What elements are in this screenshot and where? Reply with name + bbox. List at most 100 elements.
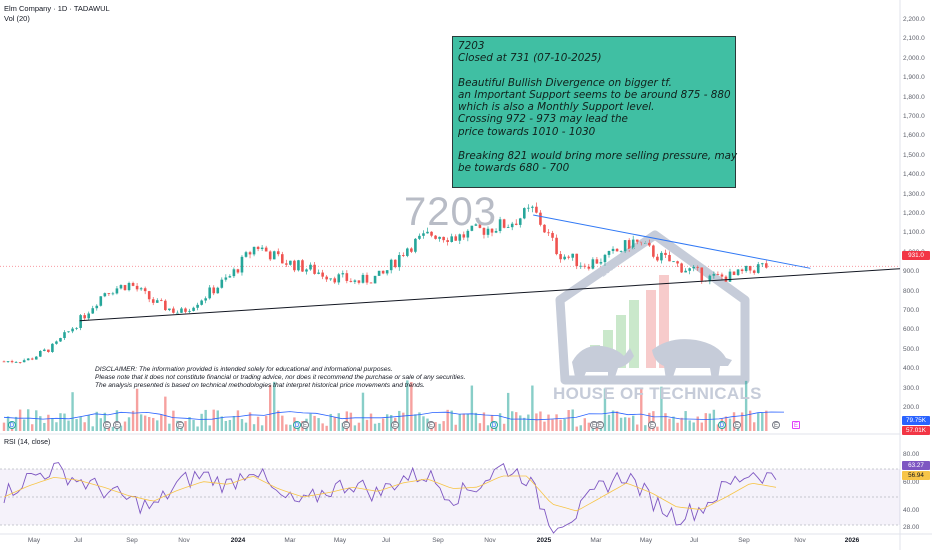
candle-body [474, 224, 478, 226]
candle-body [627, 240, 631, 250]
candle-body [289, 260, 292, 265]
volume-bar [583, 418, 586, 431]
candle-body [502, 219, 506, 228]
volume-bar [696, 416, 699, 431]
volume-bar [567, 410, 570, 431]
volume-bar [414, 414, 417, 431]
volume-bar [728, 418, 732, 431]
dividend-marker[interactable]: D [293, 421, 301, 429]
candle-body [236, 269, 240, 273]
earnings-marker[interactable]: E [772, 421, 780, 429]
volume-bar [511, 411, 514, 431]
price-tick: 1,400.0 [903, 171, 925, 179]
candle-body [155, 300, 159, 303]
volume-bar [454, 424, 457, 431]
candle-body [329, 278, 332, 280]
earnings-marker[interactable]: E [596, 421, 604, 429]
volume-bar [248, 412, 252, 431]
earnings-marker[interactable]: E [427, 421, 435, 429]
candle-body [728, 271, 732, 282]
analysis-note[interactable]: 7203 Closed at 731 (07-10-2025) Beautifu… [452, 36, 737, 188]
earnings-marker[interactable]: E [792, 421, 800, 429]
volume-bar [309, 413, 312, 431]
candle-body [313, 264, 316, 274]
volume-bar [172, 410, 175, 431]
time-tick: May [639, 537, 653, 544]
candle-body [83, 315, 86, 319]
volume-bar [644, 425, 647, 431]
volume-bar [563, 418, 566, 431]
time-tick: Sep [432, 537, 444, 544]
volume-bar [373, 423, 377, 431]
candle-body [325, 276, 328, 280]
price-tick: 1,300.0 [903, 190, 925, 198]
note-line: price towards 1010 - 1030 [458, 125, 596, 138]
dividend-marker[interactable]: D [8, 421, 16, 429]
candle-body [341, 273, 345, 275]
candle-body [744, 265, 748, 272]
volume-bar [208, 425, 211, 431]
volume-bar [244, 422, 248, 431]
volume-indicator-label[interactable]: Vol (20) [4, 14, 30, 23]
candle-body [160, 300, 163, 302]
volume-bar [164, 396, 167, 431]
candle-body [490, 228, 494, 233]
earnings-marker[interactable]: E [301, 421, 309, 429]
earnings-marker[interactable]: E [103, 421, 111, 429]
volume-bar [329, 413, 332, 431]
time-tick: Nov [484, 537, 496, 544]
resistance-trendline [533, 214, 811, 269]
earnings-marker[interactable]: E [176, 421, 184, 429]
volume-bar [111, 426, 115, 431]
volume-bar [95, 411, 98, 431]
candle-body [127, 282, 131, 291]
candle-body [688, 268, 691, 271]
candle-body [337, 274, 341, 283]
volume-bar [385, 414, 389, 431]
volume-bar [462, 413, 465, 431]
time-tick: Nov [794, 537, 806, 544]
earnings-marker[interactable]: E [342, 421, 350, 429]
candle-body [434, 235, 437, 239]
volume-bar [35, 410, 38, 431]
candle-body [333, 278, 337, 283]
dividend-marker[interactable]: D [718, 421, 726, 429]
price-tick: 1,800.0 [903, 93, 925, 101]
volume-bar [502, 423, 506, 431]
volume-bar [740, 412, 744, 431]
candle-body [301, 260, 304, 272]
candle-body [373, 275, 377, 284]
candle-body [385, 270, 389, 274]
earnings-marker[interactable]: E [733, 421, 741, 429]
volume-bar [527, 414, 530, 431]
volume-bar [531, 385, 534, 431]
candle-body [353, 280, 357, 282]
volume-bar [212, 409, 215, 431]
volume-bar [712, 409, 716, 431]
dividend-marker[interactable]: D [490, 421, 498, 429]
earnings-marker[interactable]: E [648, 421, 656, 429]
volume-bar [273, 381, 276, 431]
earnings-marker[interactable]: E [391, 421, 399, 429]
volume-bar [474, 412, 478, 431]
time-tick: Mar [284, 537, 296, 544]
candle-body [623, 240, 627, 252]
volume-bar [59, 413, 62, 431]
candle-body [547, 232, 550, 234]
candle-body [240, 256, 244, 273]
rsi-indicator-label[interactable]: RSI (14, close) [4, 439, 51, 446]
time-tick: Jul [689, 537, 699, 544]
symbol-title[interactable]: Elm Company · 1D · TADAWUL [4, 4, 110, 13]
volume-bar [466, 413, 470, 431]
candle-body [712, 274, 716, 276]
volume-bar [571, 409, 574, 431]
candle-body [587, 266, 591, 269]
price-tick: 500.0 [903, 345, 920, 353]
price-tick: 1,900.0 [903, 74, 925, 82]
candle-body [422, 233, 425, 236]
price-tick: 2,100.0 [903, 35, 925, 43]
volume-bar [535, 413, 538, 431]
earnings-marker[interactable]: E [113, 421, 121, 429]
volume-bar [627, 417, 631, 431]
